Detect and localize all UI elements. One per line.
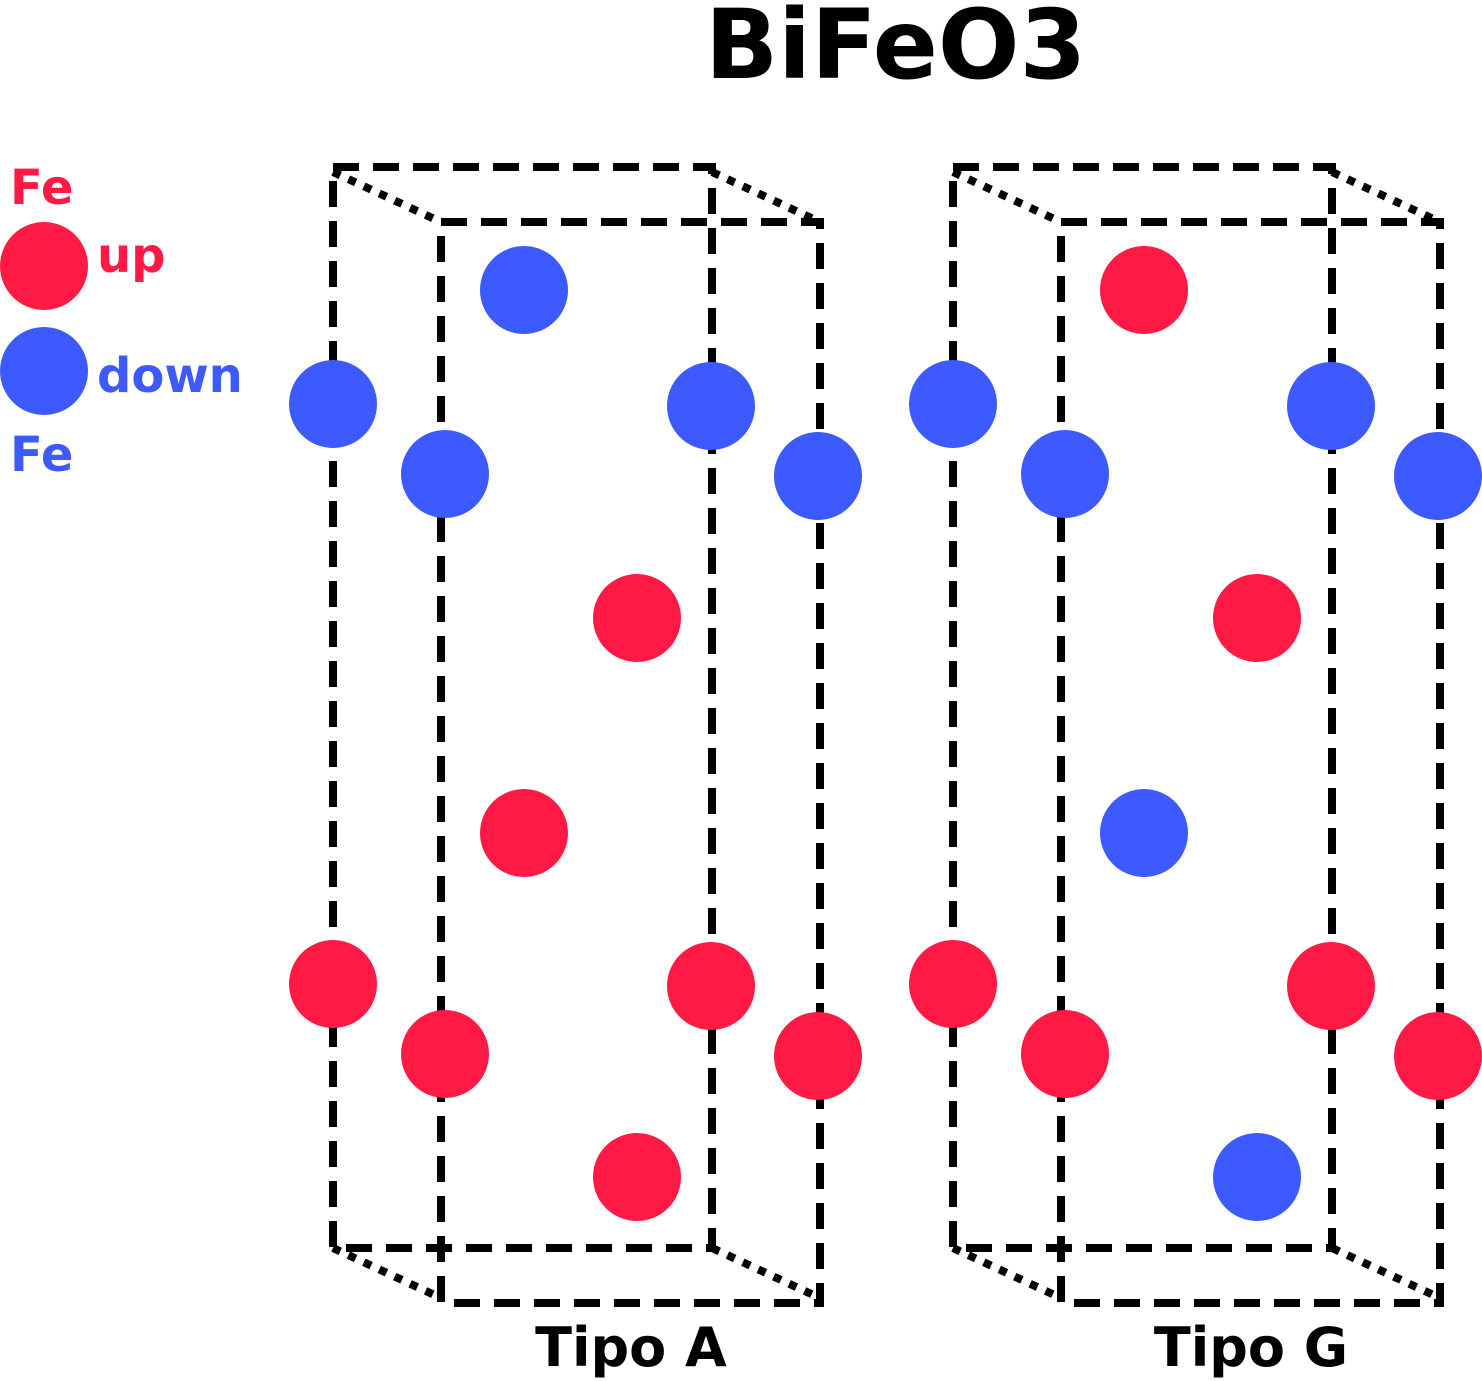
fe-atom-spin-down [1287, 362, 1375, 450]
cell-a-back-frame [329, 163, 716, 1252]
cell-a-edge [710, 168, 822, 226]
unit-cell-tipo-a: Tipo A [289, 163, 862, 1379]
legend-fe-bottom-label: Fe [10, 427, 73, 483]
fe-atom-spin-up [667, 942, 755, 1030]
cell-a-edge [331, 1244, 443, 1302]
fe-atom-spin-down [909, 360, 997, 448]
cell-a-edge [710, 1244, 822, 1302]
fe-atom-spin-up [909, 940, 997, 1028]
fe-atom-spin-up [1100, 246, 1188, 334]
cell-g-label: Tipo G [1154, 1316, 1348, 1379]
cell-a-edge [331, 168, 443, 226]
legend-up-swatch [0, 222, 88, 310]
fe-atom-spin-down [1100, 789, 1188, 877]
cell-a-label: Tipo A [535, 1316, 727, 1379]
fe-atom-spin-up [593, 574, 681, 662]
fe-atom-spin-down [774, 432, 862, 520]
fe-atom-spin-up [289, 940, 377, 1028]
cell-a-front-frame [437, 218, 824, 1307]
unit-cell-tipo-g: Tipo G [909, 163, 1482, 1379]
cell-g-edge [951, 1244, 1063, 1302]
fe-atom-spin-up [593, 1133, 681, 1221]
cell-a-atoms [289, 246, 862, 1221]
legend-up-label: up [97, 228, 166, 284]
fe-atom-spin-down [1394, 432, 1482, 520]
fe-atom-spin-up [1213, 574, 1301, 662]
fe-atom-spin-up [774, 1012, 862, 1100]
legend-down-label: down [97, 348, 243, 404]
cell-g-back-frame [949, 163, 1336, 1252]
fe-atom-spin-down [667, 362, 755, 450]
fe-atom-spin-down [1021, 430, 1109, 518]
cell-g-edge [1330, 1244, 1442, 1302]
legend-down-swatch [0, 327, 88, 415]
cell-g-edge [951, 168, 1063, 226]
fe-atom-spin-up [1021, 1010, 1109, 1098]
cell-g-atoms [909, 246, 1482, 1221]
fe-atom-spin-down [289, 360, 377, 448]
legend-fe-top-label: Fe [10, 160, 73, 216]
fe-atom-spin-down [401, 430, 489, 518]
fe-atom-spin-down [480, 246, 568, 334]
fe-atom-spin-up [1394, 1012, 1482, 1100]
fe-atom-spin-up [1287, 942, 1375, 1030]
diagram-title: BiFeO3 [705, 0, 1086, 101]
fe-atom-spin-up [480, 789, 568, 877]
fe-atom-spin-down [1213, 1133, 1301, 1221]
cell-g-edge [1330, 168, 1442, 226]
legend: Fe up down Fe [0, 160, 243, 483]
fe-atom-spin-up [401, 1010, 489, 1098]
cell-g-front-frame [1057, 218, 1444, 1307]
